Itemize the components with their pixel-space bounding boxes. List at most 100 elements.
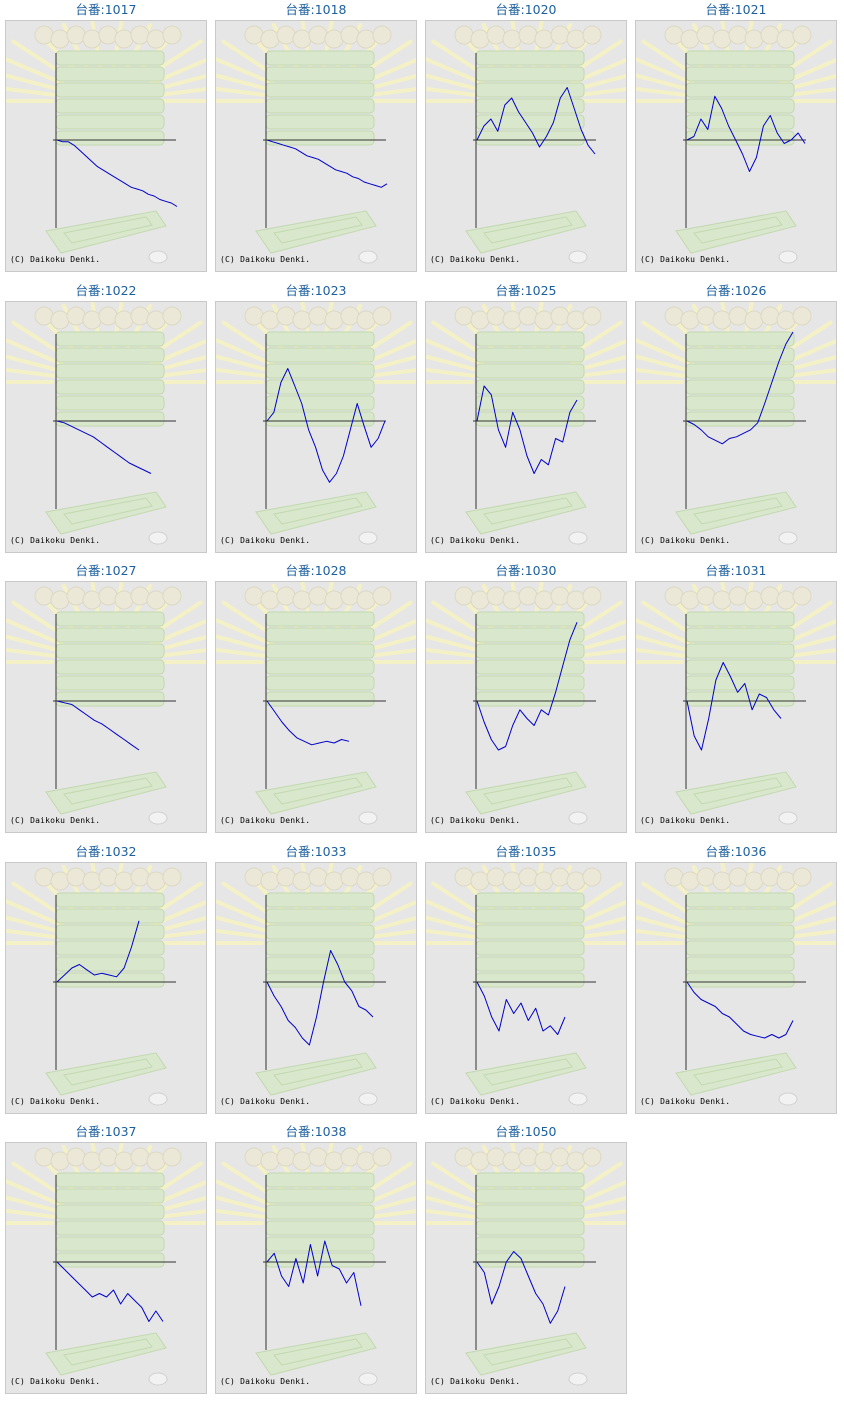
background-illustration: [636, 582, 836, 825]
chart-cell: 台番:1025 (C) Daikoku Denki.: [424, 281, 628, 557]
chart-cell: 台番:1020 (C) Daikoku Denki.: [424, 0, 628, 276]
chart-title[interactable]: 台番:1023: [285, 283, 347, 298]
data-series-line: [266, 1240, 362, 1306]
background-illustration: [216, 863, 416, 1106]
chart-title[interactable]: 台番:1025: [495, 283, 557, 298]
copyright-text: (C) Daikoku Denki.: [10, 1097, 101, 1106]
copyright-text: (C) Daikoku Denki.: [220, 816, 311, 825]
chart-title[interactable]: 台番:1018: [285, 2, 347, 17]
line-chart: [216, 21, 416, 264]
chart-title[interactable]: 台番:1030: [495, 563, 557, 578]
background-illustration: [6, 1143, 206, 1386]
chart-panel: (C) Daikoku Denki.: [635, 581, 837, 833]
chart-panel: (C) Daikoku Denki.: [215, 20, 417, 272]
copyright-text: (C) Daikoku Denki.: [430, 1377, 521, 1386]
chart-cell: 台番:1022 (C) Daikoku Denki.: [4, 281, 208, 557]
chart-title[interactable]: 台番:1022: [75, 283, 137, 298]
background-illustration: [6, 582, 206, 825]
copyright-text: (C) Daikoku Denki.: [640, 816, 731, 825]
copyright-text: (C) Daikoku Denki.: [10, 1377, 101, 1386]
data-series-line: [266, 700, 350, 746]
copyright-text: (C) Daikoku Denki.: [220, 1377, 311, 1386]
chart-cell: 台番:1050 (C) Daikoku Denki.: [424, 1122, 628, 1398]
chart-cell: 台番:1038 (C) Daikoku Denki.: [214, 1122, 418, 1398]
background-illustration: [426, 863, 626, 1106]
chart-title[interactable]: 台番:1032: [75, 844, 137, 859]
data-series-line: [266, 139, 388, 188]
chart-title[interactable]: 台番:1020: [495, 2, 557, 17]
data-series-line: [266, 950, 374, 1046]
chart-cell: 台番:1026 (C) Daikoku Denki.: [634, 281, 838, 557]
line-chart: [426, 1143, 626, 1386]
line-chart: [216, 582, 416, 825]
chart-panel: (C) Daikoku Denki.: [635, 862, 837, 1114]
chart-cell: 台番:1036 (C) Daikoku Denki.: [634, 842, 838, 1118]
copyright-text: (C) Daikoku Denki.: [430, 255, 521, 264]
data-series-line: [56, 700, 140, 751]
data-series-line: [56, 920, 140, 983]
chart-title[interactable]: 台番:1038: [285, 1124, 347, 1139]
copyright-text: (C) Daikoku Denki.: [10, 255, 101, 264]
copyright-text: (C) Daikoku Denki.: [220, 536, 311, 545]
chart-panel: (C) Daikoku Denki.: [5, 1142, 207, 1394]
data-series-line: [686, 981, 794, 1039]
chart-title[interactable]: 台番:1026: [705, 283, 767, 298]
copyright-text: (C) Daikoku Denki.: [640, 1097, 731, 1106]
chart-title[interactable]: 台番:1037: [75, 1124, 137, 1139]
data-series-line: [56, 1261, 164, 1322]
background-illustration: [426, 302, 626, 545]
chart-title[interactable]: 台番:1021: [705, 2, 767, 17]
chart-cell: 台番:1035 (C) Daikoku Denki.: [424, 842, 628, 1118]
chart-title[interactable]: 台番:1050: [495, 1124, 557, 1139]
chart-title[interactable]: 台番:1027: [75, 563, 137, 578]
line-chart: [426, 582, 626, 825]
line-chart: [426, 302, 626, 545]
chart-panel: (C) Daikoku Denki.: [425, 581, 627, 833]
data-series-line: [686, 95, 806, 172]
line-chart: [6, 1143, 206, 1386]
chart-cell: 台番:1033 (C) Daikoku Denki.: [214, 842, 418, 1118]
data-series-line: [476, 981, 566, 1035]
chart-cell: 台番:1018 (C) Daikoku Denki.: [214, 0, 418, 276]
line-chart: [216, 863, 416, 1106]
data-series-line: [476, 1251, 566, 1324]
chart-cell: 台番:1028 (C) Daikoku Denki.: [214, 561, 418, 837]
line-chart: [636, 582, 836, 825]
line-chart: [6, 582, 206, 825]
copyright-text: (C) Daikoku Denki.: [10, 816, 101, 825]
background-illustration: [216, 582, 416, 825]
data-series-line: [56, 139, 178, 207]
line-chart: [426, 21, 626, 264]
copyright-text: (C) Daikoku Denki.: [640, 255, 731, 264]
line-chart: [6, 302, 206, 545]
chart-cell: 台番:1027 (C) Daikoku Denki.: [4, 561, 208, 837]
chart-panel: (C) Daikoku Denki.: [425, 20, 627, 272]
line-chart: [636, 21, 836, 264]
chart-panel: (C) Daikoku Denki.: [5, 581, 207, 833]
line-chart: [6, 863, 206, 1106]
copyright-text: (C) Daikoku Denki.: [220, 1097, 311, 1106]
chart-title[interactable]: 台番:1035: [495, 844, 557, 859]
data-series-line: [686, 331, 794, 445]
chart-cell: 台番:1032 (C) Daikoku Denki.: [4, 842, 208, 1118]
background-illustration: [636, 863, 836, 1106]
chart-title[interactable]: 台番:1033: [285, 844, 347, 859]
chart-panel: (C) Daikoku Denki.: [5, 301, 207, 553]
data-series-line: [476, 87, 596, 155]
chart-title[interactable]: 台番:1017: [75, 2, 137, 17]
chart-cell: 台番:1017 (C) Daikoku Denki.: [4, 0, 208, 276]
copyright-text: (C) Daikoku Denki.: [10, 536, 101, 545]
chart-panel: (C) Daikoku Denki.: [635, 301, 837, 553]
background-illustration: [426, 1143, 626, 1386]
chart-panel: (C) Daikoku Denki.: [425, 862, 627, 1114]
chart-title[interactable]: 台番:1031: [705, 563, 767, 578]
chart-title[interactable]: 台番:1028: [285, 563, 347, 578]
line-chart: [216, 302, 416, 545]
line-chart: [636, 863, 836, 1106]
chart-panel: (C) Daikoku Denki.: [635, 20, 837, 272]
data-series-line: [56, 420, 152, 474]
background-illustration: [426, 21, 626, 264]
chart-title[interactable]: 台番:1036: [705, 844, 767, 859]
line-chart: [216, 1143, 416, 1386]
chart-panel: (C) Daikoku Denki.: [215, 1142, 417, 1394]
